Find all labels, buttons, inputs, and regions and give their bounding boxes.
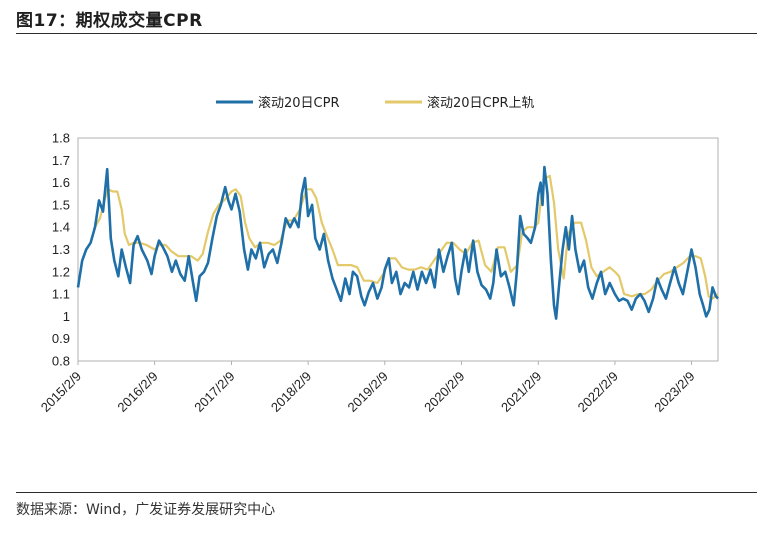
x-tick-label: 2021/2/9 bbox=[498, 369, 544, 415]
y-tick-label: 1.6 bbox=[52, 175, 70, 190]
line-chart: 滚动20日CPR 滚动20日CPR上轨 0.8 0.9 1 1.1 1.2 1.3 1.4 1… bbox=[38, 95, 719, 415]
series-line-cpr-upper bbox=[92, 174, 719, 300]
series-layer bbox=[76, 165, 719, 320]
top-rule bbox=[16, 33, 757, 34]
legend-label-cpr-upper: 滚动20日CPR上轨 bbox=[427, 95, 535, 111]
y-tick-label: 1.3 bbox=[52, 242, 70, 257]
x-tick-label: 2018/2/9 bbox=[268, 369, 314, 415]
y-axis: 0.8 0.9 1 1.1 1.2 1.3 1.4 1.5 1.6 1.7 1.8 bbox=[52, 131, 70, 369]
x-tick-label: 2019/2/9 bbox=[345, 369, 391, 415]
y-tick-label: 1.8 bbox=[52, 131, 70, 146]
x-tick-label: 2017/2/9 bbox=[191, 369, 237, 415]
y-tick-label: 1.2 bbox=[52, 264, 70, 279]
bottom-rule bbox=[16, 492, 757, 493]
figure-title: 图17：期权成交量CPR bbox=[16, 11, 203, 31]
x-tick-label: 2016/2/9 bbox=[114, 369, 160, 415]
y-tick-label: 1 bbox=[63, 309, 70, 324]
chart-legend: 滚动20日CPR 滚动20日CPR上轨 bbox=[216, 95, 535, 111]
x-axis: 2015/2/9 2016/2/9 2017/2/9 2018/2/9 2019/2/9… bbox=[38, 361, 698, 415]
y-tick-label: 0.8 bbox=[52, 354, 70, 369]
y-tick-label: 1.7 bbox=[52, 153, 70, 168]
legend-label-cpr: 滚动20日CPR bbox=[258, 95, 340, 111]
source-note: 数据来源：Wind，广发证券发展研究中心 bbox=[16, 502, 276, 518]
x-tick-label: 2015/2/9 bbox=[38, 369, 84, 415]
plot-area bbox=[77, 137, 719, 362]
x-tick-label: 2023/2/9 bbox=[651, 369, 697, 415]
x-tick-label: 2020/2/9 bbox=[421, 369, 467, 415]
y-tick-label: 1.4 bbox=[52, 220, 70, 235]
x-tick-label: 2022/2/9 bbox=[575, 369, 621, 415]
y-tick-label: 1.5 bbox=[52, 197, 70, 212]
y-tick-label: 1.1 bbox=[52, 287, 70, 302]
series-line-cpr bbox=[76, 165, 719, 320]
y-tick-label: 0.9 bbox=[52, 331, 70, 346]
